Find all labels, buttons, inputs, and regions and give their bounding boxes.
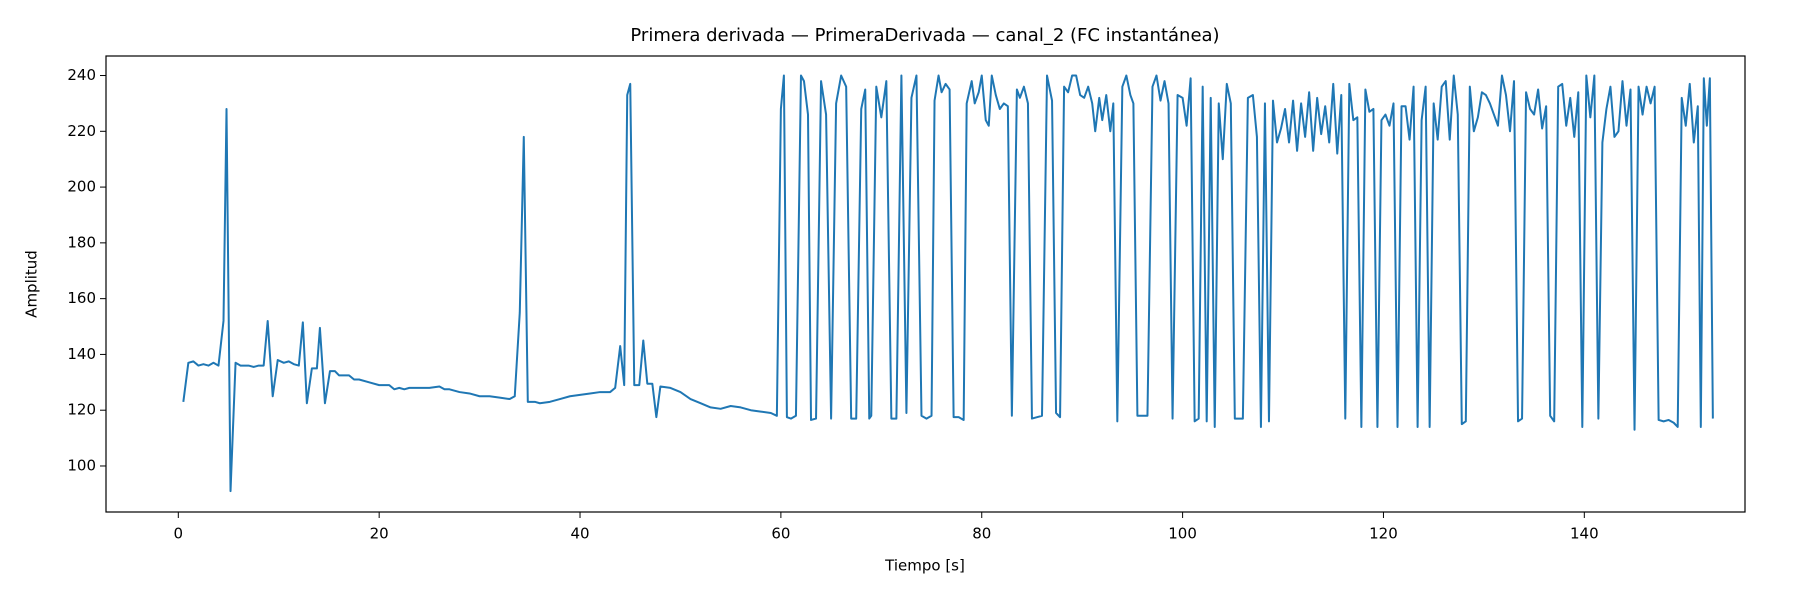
x-axis-label: Tiempo [s] (884, 557, 965, 575)
y-tick-label: 100 (67, 456, 96, 474)
y-tick-label: 120 (67, 401, 96, 419)
y-tick-label: 200 (67, 178, 96, 196)
x-tick-label: 140 (1570, 525, 1599, 543)
y-tick-label: 160 (67, 289, 96, 307)
plot-frame (105, 55, 1746, 513)
x-tick-label: 120 (1369, 525, 1398, 543)
y-tick-label: 180 (67, 233, 96, 251)
x-tick-label: 40 (570, 525, 589, 543)
x-tick-label: 100 (1168, 525, 1197, 543)
x-tick-label: 60 (771, 525, 790, 543)
x-tick-label: 0 (174, 525, 184, 543)
y-tick-label: 140 (67, 345, 96, 363)
y-axis-label: Amplitud (23, 250, 41, 318)
x-tick-label: 20 (370, 525, 389, 543)
x-tick-label: 80 (972, 525, 991, 543)
y-tick-label: 240 (67, 66, 96, 84)
chart-title: Primera derivada — PrimeraDerivada — can… (630, 25, 1219, 46)
y-tick-label: 220 (67, 122, 96, 140)
data-line (182, 74, 1714, 493)
